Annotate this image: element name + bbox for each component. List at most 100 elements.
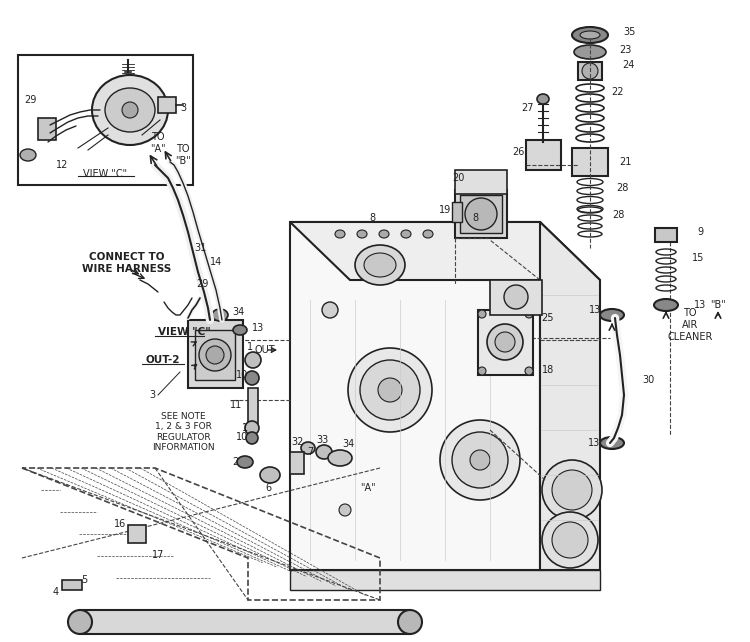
Bar: [38, 118, 56, 140]
Text: 7: 7: [307, 447, 314, 457]
Bar: [188, 320, 243, 388]
Bar: [248, 388, 258, 426]
Text: 22: 22: [612, 87, 624, 97]
Polygon shape: [540, 222, 600, 570]
Text: OUT-2: OUT-2: [145, 355, 179, 365]
Polygon shape: [290, 222, 540, 570]
Text: 23: 23: [619, 45, 632, 55]
Ellipse shape: [495, 332, 515, 352]
Ellipse shape: [122, 102, 138, 118]
Text: 31: 31: [194, 243, 206, 253]
Text: 2: 2: [232, 457, 238, 467]
Ellipse shape: [339, 504, 351, 516]
Text: TO
AIR
CLEANER: TO AIR CLEANER: [668, 308, 712, 342]
Ellipse shape: [245, 352, 261, 368]
Ellipse shape: [199, 339, 231, 371]
Ellipse shape: [68, 610, 92, 634]
Text: 29: 29: [196, 279, 208, 289]
Ellipse shape: [552, 470, 592, 510]
Text: 24: 24: [622, 60, 634, 70]
Ellipse shape: [206, 346, 224, 364]
Text: 13: 13: [589, 305, 602, 315]
Ellipse shape: [360, 360, 420, 420]
Bar: [578, 62, 602, 80]
Ellipse shape: [233, 325, 247, 335]
Text: 34: 34: [232, 307, 244, 317]
Ellipse shape: [246, 432, 258, 444]
Text: 30: 30: [642, 375, 654, 385]
Text: TO
"A": TO "A": [150, 132, 166, 154]
Text: 8: 8: [369, 213, 375, 223]
Ellipse shape: [525, 310, 533, 318]
Ellipse shape: [525, 367, 533, 375]
Text: "A": "A": [360, 483, 376, 493]
Text: 10: 10: [236, 370, 248, 380]
Ellipse shape: [580, 31, 600, 39]
Text: 28: 28: [612, 210, 624, 220]
Text: 15: 15: [692, 253, 704, 263]
Text: 21: 21: [619, 157, 632, 167]
Ellipse shape: [600, 309, 624, 321]
Ellipse shape: [537, 94, 549, 104]
Text: 20: 20: [452, 173, 464, 183]
Ellipse shape: [423, 230, 433, 238]
Bar: [80, 610, 410, 634]
Text: eReplacementParts.com: eReplacementParts.com: [298, 329, 452, 342]
Bar: [452, 202, 462, 222]
Text: 1: 1: [247, 342, 253, 352]
Ellipse shape: [542, 460, 602, 520]
Text: 28: 28: [616, 183, 628, 193]
Text: 26: 26: [512, 147, 524, 157]
Ellipse shape: [301, 442, 315, 454]
Bar: [455, 170, 507, 194]
Ellipse shape: [212, 309, 228, 321]
Ellipse shape: [582, 63, 598, 79]
Text: 9: 9: [697, 227, 703, 237]
Bar: [62, 580, 82, 590]
Text: 27: 27: [520, 103, 533, 113]
Text: 10: 10: [236, 432, 248, 442]
Text: 29: 29: [24, 95, 36, 105]
Ellipse shape: [355, 245, 405, 285]
Ellipse shape: [245, 421, 259, 435]
Ellipse shape: [542, 512, 598, 568]
Text: 11: 11: [230, 400, 242, 410]
Text: SEE NOTE
1, 2 & 3 FOR
REGULATOR
INFORMATION: SEE NOTE 1, 2 & 3 FOR REGULATOR INFORMAT…: [152, 412, 214, 452]
Text: VIEW "C": VIEW "C": [158, 327, 211, 337]
Bar: [490, 280, 542, 315]
Text: 34: 34: [342, 439, 354, 449]
Ellipse shape: [470, 450, 490, 470]
Ellipse shape: [504, 285, 528, 309]
Text: "B": "B": [710, 300, 726, 310]
Ellipse shape: [328, 450, 352, 466]
Text: 35: 35: [624, 27, 636, 37]
Text: TO
"B": TO "B": [175, 144, 190, 166]
Bar: [290, 452, 304, 474]
Ellipse shape: [92, 75, 168, 145]
Text: 5: 5: [81, 575, 87, 585]
Ellipse shape: [401, 230, 411, 238]
Ellipse shape: [440, 420, 520, 500]
Text: CONNECT TO
WIRE HARNESS: CONNECT TO WIRE HARNESS: [82, 252, 171, 273]
Bar: [460, 195, 502, 233]
Text: 13: 13: [694, 300, 706, 310]
Text: OUT: OUT: [255, 345, 275, 355]
Text: 18: 18: [542, 365, 554, 375]
Text: 3: 3: [149, 390, 155, 400]
Ellipse shape: [572, 27, 608, 43]
Ellipse shape: [478, 310, 486, 318]
Text: 12: 12: [56, 160, 68, 170]
Ellipse shape: [574, 45, 606, 59]
Text: VIEW "C": VIEW "C": [83, 169, 127, 179]
Text: 4: 4: [53, 587, 59, 597]
Ellipse shape: [398, 610, 422, 634]
Text: 32: 32: [292, 437, 304, 447]
Ellipse shape: [478, 367, 486, 375]
Text: 13: 13: [252, 323, 264, 333]
Ellipse shape: [322, 302, 338, 318]
Ellipse shape: [316, 445, 332, 459]
Ellipse shape: [465, 198, 497, 230]
Text: 13: 13: [588, 438, 600, 448]
Ellipse shape: [552, 522, 588, 558]
Text: 33: 33: [316, 435, 328, 445]
